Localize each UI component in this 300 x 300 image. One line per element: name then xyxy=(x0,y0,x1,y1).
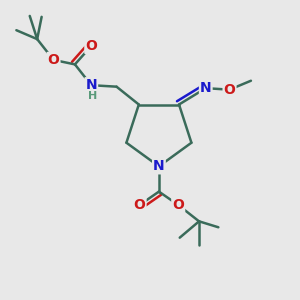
Text: H: H xyxy=(88,92,98,101)
Text: N: N xyxy=(200,81,212,95)
Text: O: O xyxy=(48,53,59,67)
Text: N: N xyxy=(153,159,165,173)
Text: N: N xyxy=(85,78,97,92)
Text: O: O xyxy=(172,198,184,212)
Text: O: O xyxy=(85,39,97,53)
Text: O: O xyxy=(224,83,236,97)
Text: O: O xyxy=(134,198,146,212)
